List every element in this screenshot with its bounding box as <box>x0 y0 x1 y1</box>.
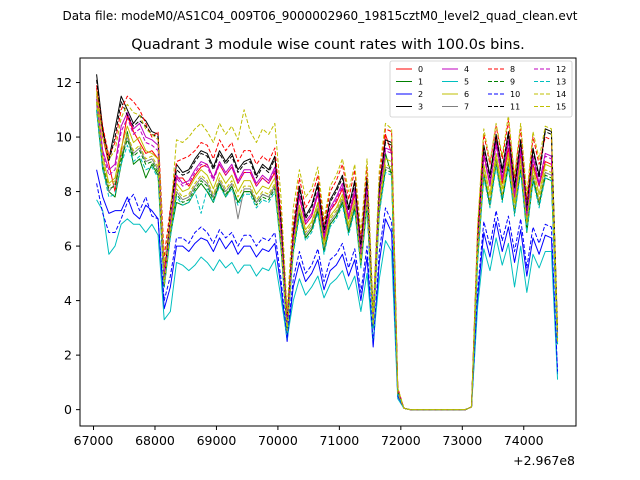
series-line-8 <box>96 85 559 411</box>
axes-frame <box>79 57 577 427</box>
legend-label-11: 11 <box>510 103 520 112</box>
x-tick-label: 68000 <box>135 433 175 448</box>
legend-label-5: 5 <box>464 78 469 87</box>
series-line-5 <box>96 199 559 411</box>
y-tick-label: 0 <box>64 402 72 417</box>
legend-label-10: 10 <box>510 90 520 99</box>
y-tick-label: 6 <box>64 239 72 254</box>
y-axis: 0 2 4 6 8 10 12 <box>56 75 80 417</box>
plot-area <box>96 74 559 411</box>
y-tick-label: 10 <box>56 130 72 145</box>
x-tick-label: 72000 <box>381 433 421 448</box>
y-tick-label: 2 <box>64 348 72 363</box>
y-tick-label: 12 <box>56 75 72 90</box>
chart-title: Quadrant 3 module wise count rates with … <box>131 37 525 53</box>
legend-label-6: 6 <box>464 90 469 99</box>
x-tick-label: 67000 <box>74 433 114 448</box>
legend-label-14: 14 <box>556 90 566 99</box>
legend-label-0: 0 <box>418 65 423 74</box>
x-tick-label: 69000 <box>197 433 237 448</box>
x-axis-offset-label: +2.967e8 <box>513 453 575 468</box>
legend-label-13: 13 <box>556 78 566 87</box>
series-line-12 <box>96 98 559 411</box>
legend-label-9: 9 <box>510 78 515 87</box>
legend-label-3: 3 <box>418 103 423 112</box>
x-tick-label: 73000 <box>442 433 482 448</box>
legend-label-4: 4 <box>464 65 469 74</box>
series-line-13 <box>96 109 559 411</box>
series-line-15 <box>96 101 559 411</box>
series-line-10 <box>96 183 559 411</box>
legend-label-7: 7 <box>464 103 469 112</box>
legend-label-1: 1 <box>418 78 423 87</box>
legend-box <box>389 60 573 118</box>
legend-label-12: 12 <box>556 65 566 74</box>
series-line-14 <box>96 90 559 411</box>
figure-suptitle: Data file: modeM0/AS1C04_009T06_90000029… <box>62 9 577 23</box>
y-tick-label: 4 <box>64 293 72 308</box>
legend-label-15: 15 <box>556 103 566 112</box>
legend-label-2: 2 <box>418 90 423 99</box>
legend-label-8: 8 <box>510 65 515 74</box>
x-tick-label: 74000 <box>504 433 544 448</box>
y-tick-label: 8 <box>64 184 72 199</box>
series-line-11 <box>96 79 559 411</box>
x-tick-label: 70000 <box>258 433 298 448</box>
series-line-2 <box>96 169 559 411</box>
x-tick-label: 71000 <box>319 433 359 448</box>
x-axis: 67000 68000 69000 70000 71000 72000 73000 74000 <box>74 426 544 448</box>
